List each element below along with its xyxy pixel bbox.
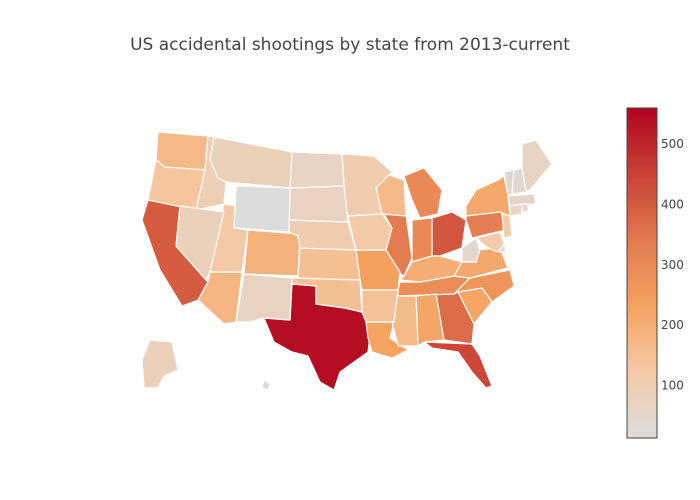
state-co[interactable] xyxy=(243,229,301,277)
state-in[interactable] xyxy=(411,217,433,263)
state-nv[interactable] xyxy=(175,205,225,281)
state-wy[interactable] xyxy=(233,185,291,233)
state-ok[interactable] xyxy=(291,277,363,313)
state-ma[interactable] xyxy=(507,193,537,207)
state-nd[interactable] xyxy=(289,151,345,189)
us-map xyxy=(141,131,553,391)
state-fl[interactable] xyxy=(423,341,493,389)
state-wa[interactable] xyxy=(155,131,209,171)
state-md[interactable] xyxy=(475,231,505,253)
state-sc[interactable] xyxy=(457,287,493,325)
state-sd[interactable] xyxy=(288,185,349,223)
state-nh[interactable] xyxy=(511,167,527,195)
state-ar[interactable] xyxy=(361,289,399,323)
state-mt[interactable] xyxy=(209,136,293,189)
state-mi[interactable] xyxy=(403,167,443,219)
state-nj[interactable] xyxy=(501,213,513,239)
colorbar-tick-label: 100 xyxy=(661,379,684,393)
state-me[interactable] xyxy=(521,139,553,193)
state-ne[interactable] xyxy=(288,219,357,251)
state-ak[interactable] xyxy=(141,339,179,389)
state-ks[interactable] xyxy=(297,247,361,281)
state-oh[interactable] xyxy=(431,211,467,257)
state-ri[interactable] xyxy=(521,203,529,213)
state-hi[interactable] xyxy=(261,379,271,391)
colorbar-ticks: 100 200 300 400 500 xyxy=(661,137,684,392)
colorbar-tick-label: 400 xyxy=(661,198,684,212)
chart-title: US accidental shootings by state from 20… xyxy=(130,35,570,55)
state-ct[interactable] xyxy=(509,203,523,217)
colorbar: 100 200 300 400 500 xyxy=(626,107,684,439)
colorbar-gradient xyxy=(626,107,658,439)
state-wv[interactable] xyxy=(461,237,481,263)
colorbar-tick-label: 300 xyxy=(661,258,684,272)
colorbar-tick-label: 200 xyxy=(661,318,684,332)
state-ny[interactable] xyxy=(465,175,511,217)
state-nm[interactable] xyxy=(235,273,293,323)
colorbar-tick-label: 500 xyxy=(661,137,684,151)
